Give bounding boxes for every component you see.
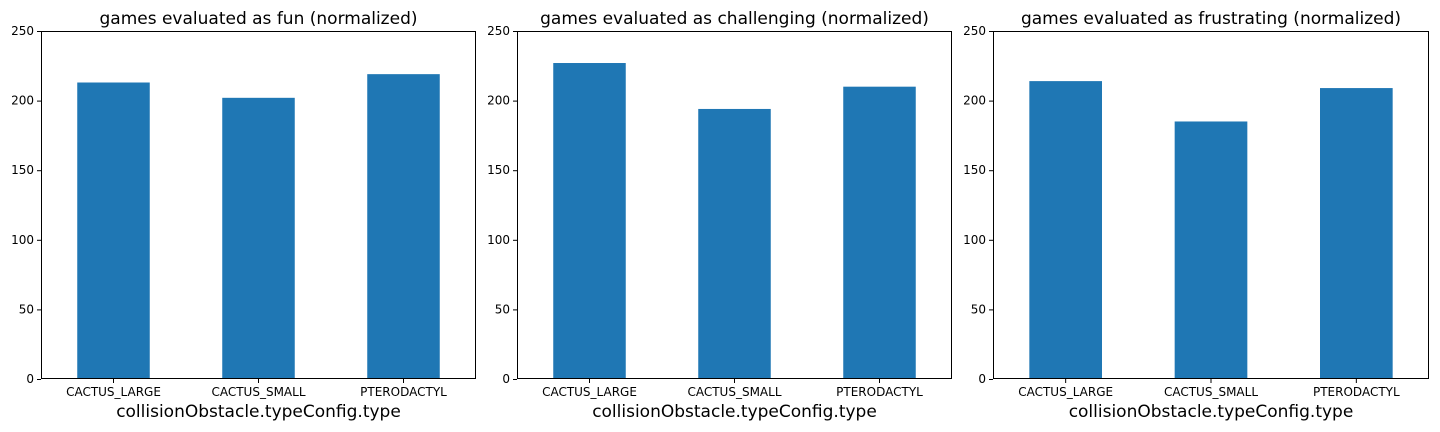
bar-pterodactyl: [1320, 88, 1393, 380]
y-tick-label: 200: [487, 94, 510, 108]
y-tick-label: 150: [11, 163, 34, 177]
x-axis-label: collisionObstacle.typeConfig.type: [592, 402, 877, 422]
bar-pterodactyl: [843, 86, 916, 380]
y-tick-label: 250: [11, 24, 34, 38]
x-axis-label: collisionObstacle.typeConfig.type: [116, 402, 401, 422]
y-tick-label: 0: [978, 372, 986, 386]
y-tick-label: 100: [487, 233, 510, 247]
y-tick-label: 150: [487, 163, 510, 177]
y-tick-label: 150: [963, 163, 986, 177]
y-axis: 0 50 100 150 200 250: [11, 24, 41, 386]
bar-cactus-large: [553, 63, 626, 380]
bar-cactus-large: [1029, 81, 1102, 379]
x-axis: CACTUS_LARGE CACTUS_SMALL PTERODACTYL: [66, 379, 447, 399]
x-tick-label: PTERODACTYL: [836, 385, 923, 399]
y-tick-label: 200: [11, 94, 34, 108]
x-tick-label: CACTUS_LARGE: [66, 385, 161, 399]
bar-pterodactyl: [367, 74, 440, 379]
bars: [553, 63, 916, 380]
y-tick-label: 0: [502, 372, 510, 386]
chart-title: games evaluated as challenging (normaliz…: [540, 9, 929, 29]
bar-cactus-small: [222, 97, 295, 379]
x-tick-label: CACTUS_SMALL: [687, 385, 781, 399]
y-tick-label: 250: [487, 24, 510, 38]
x-tick-label: CACTUS_LARGE: [1018, 385, 1113, 399]
axes-frame: [41, 31, 476, 379]
y-tick-label: 50: [495, 302, 510, 316]
y-axis: 0 50 100 150 200 250: [963, 24, 993, 386]
chart-panel-3: 0 50 100 150 200 250 CACTUS_LARGE CACTUS_SMALL P…: [963, 9, 1429, 422]
chart-title: games evaluated as frustrating (normaliz…: [1021, 9, 1401, 29]
x-axis-label: collisionObstacle.typeConfig.type: [1069, 402, 1354, 422]
x-tick-label: PTERODACTYL: [1313, 385, 1400, 399]
bar-cactus-small: [698, 108, 771, 380]
x-tick-label: CACTUS_SMALL: [1164, 385, 1258, 399]
y-tick-label: 0: [26, 372, 34, 386]
x-axis: CACTUS_LARGE CACTUS_SMALL PTERODACTYL: [1018, 379, 1400, 399]
x-tick-label: CACTUS_SMALL: [211, 385, 305, 399]
bars: [1029, 81, 1393, 380]
y-tick-label: 250: [963, 24, 986, 38]
chart-panel-2: 0 50 100 150 200 250 CACTUS_LARGE CACTUS_SMALL P…: [487, 9, 952, 422]
bar-cactus-large: [77, 82, 150, 379]
x-tick-label: CACTUS_LARGE: [542, 385, 637, 399]
y-tick-label: 50: [19, 302, 34, 316]
bar-cactus-small: [1174, 121, 1248, 379]
chart-title: games evaluated as fun (normalized): [99, 9, 417, 29]
bars: [77, 74, 440, 379]
axes-frame: [993, 31, 1429, 379]
y-tick-label: 50: [971, 302, 986, 316]
y-axis: 0 50 100 150 200 250: [487, 24, 517, 386]
y-tick-label: 100: [963, 233, 986, 247]
chart-panel-1: 0 50 100 150 200 250 CACTUS_LARGE CACTUS_SMALL P…: [11, 9, 476, 422]
y-tick-label: 100: [11, 233, 34, 247]
y-tick-label: 200: [963, 94, 986, 108]
x-tick-label: PTERODACTYL: [360, 385, 447, 399]
axes-frame: [517, 31, 952, 379]
x-axis: CACTUS_LARGE CACTUS_SMALL PTERODACTYL: [542, 379, 923, 399]
